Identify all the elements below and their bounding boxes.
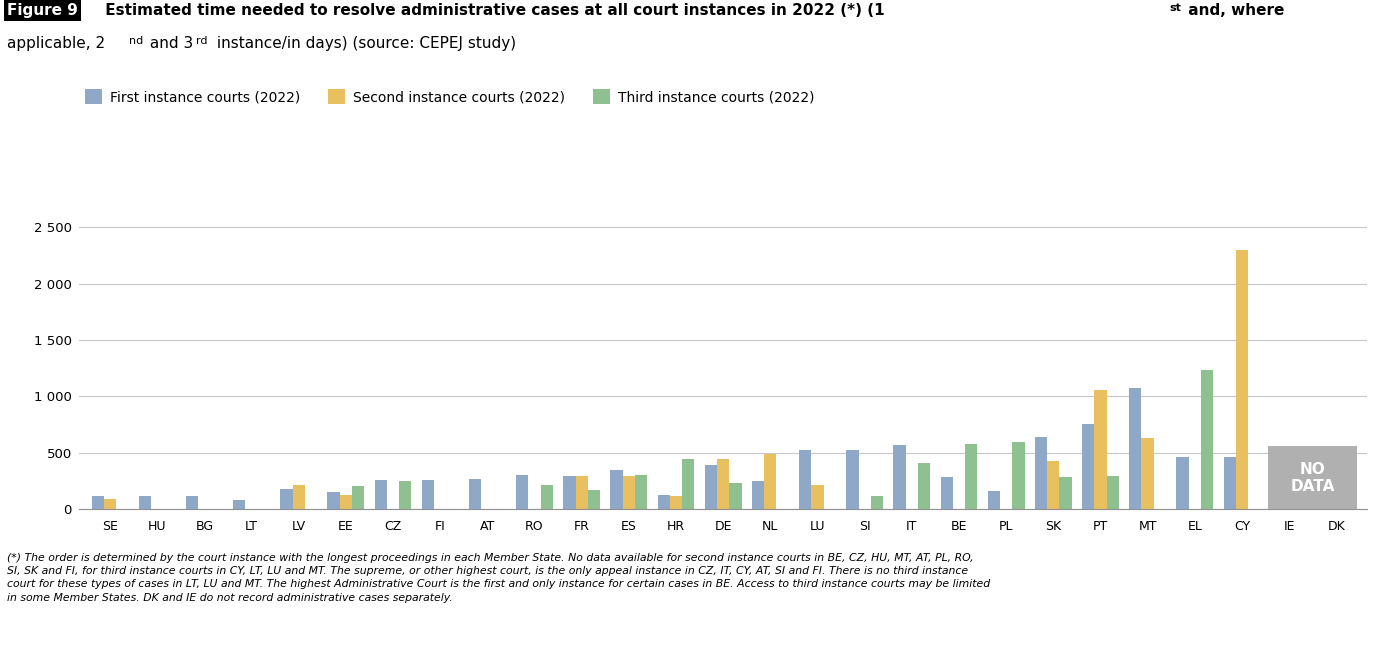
Bar bbox=[1047, 461, 1059, 509]
Text: st: st bbox=[1169, 3, 1182, 13]
Bar bbox=[1094, 390, 1107, 509]
Text: Estimated time needed to resolve administrative cases at all court instances in : Estimated time needed to resolve adminis… bbox=[100, 3, 885, 18]
Bar bbox=[516, 475, 529, 509]
Bar bbox=[1224, 457, 1236, 509]
Bar bbox=[846, 450, 859, 509]
Bar bbox=[352, 485, 365, 509]
Bar bbox=[1201, 370, 1214, 509]
Bar bbox=[1129, 388, 1141, 509]
Bar bbox=[941, 477, 954, 509]
Bar bbox=[1059, 477, 1072, 509]
Bar bbox=[469, 479, 482, 509]
Text: NO
DATA: NO DATA bbox=[1290, 461, 1335, 494]
Bar bbox=[657, 495, 670, 509]
Text: (*) The order is determined by the court instance with the longest proceedings i: (*) The order is determined by the court… bbox=[7, 553, 990, 602]
Bar bbox=[340, 495, 352, 509]
Bar bbox=[587, 490, 600, 509]
Bar bbox=[232, 500, 245, 509]
Bar bbox=[988, 491, 999, 509]
Bar bbox=[1176, 457, 1189, 509]
Bar bbox=[704, 465, 717, 509]
Bar bbox=[812, 485, 824, 509]
Text: nd: nd bbox=[129, 36, 143, 46]
Bar bbox=[799, 450, 812, 509]
Bar bbox=[139, 496, 152, 509]
Bar bbox=[540, 485, 553, 509]
Bar bbox=[1236, 251, 1249, 509]
Bar bbox=[374, 480, 387, 509]
Bar bbox=[871, 496, 883, 509]
Bar bbox=[729, 484, 742, 509]
Text: instance/in days) (source: CEPEJ study): instance/in days) (source: CEPEJ study) bbox=[212, 36, 515, 51]
Bar bbox=[894, 445, 906, 509]
Bar bbox=[92, 496, 104, 509]
Bar bbox=[717, 459, 729, 509]
Bar bbox=[327, 492, 340, 509]
Bar bbox=[965, 444, 977, 509]
Bar bbox=[1141, 437, 1154, 509]
Text: applicable, 2: applicable, 2 bbox=[7, 36, 104, 51]
Bar bbox=[764, 454, 777, 509]
Bar bbox=[622, 476, 635, 509]
Bar bbox=[1012, 442, 1025, 509]
Bar bbox=[1107, 476, 1119, 509]
Bar bbox=[1034, 437, 1047, 509]
Bar bbox=[187, 496, 198, 509]
Bar bbox=[1082, 424, 1094, 509]
Bar bbox=[575, 476, 587, 509]
Bar bbox=[682, 459, 695, 509]
Bar bbox=[752, 481, 764, 509]
Bar bbox=[670, 496, 682, 509]
Bar bbox=[1268, 447, 1357, 509]
Text: Figure 9: Figure 9 bbox=[7, 3, 78, 18]
Bar bbox=[280, 489, 292, 509]
Bar bbox=[564, 476, 575, 509]
Text: and, where: and, where bbox=[1183, 3, 1285, 18]
Bar bbox=[292, 485, 305, 509]
Bar bbox=[611, 470, 622, 509]
Bar bbox=[635, 475, 647, 509]
Bar bbox=[422, 480, 434, 509]
Text: rd: rd bbox=[196, 36, 207, 46]
Bar bbox=[104, 499, 116, 509]
Legend: First instance courts (2022), Second instance courts (2022), Third instance cour: First instance courts (2022), Second ins… bbox=[79, 83, 820, 110]
Text: and 3: and 3 bbox=[145, 36, 193, 51]
Bar bbox=[400, 481, 412, 509]
Bar bbox=[917, 463, 930, 509]
